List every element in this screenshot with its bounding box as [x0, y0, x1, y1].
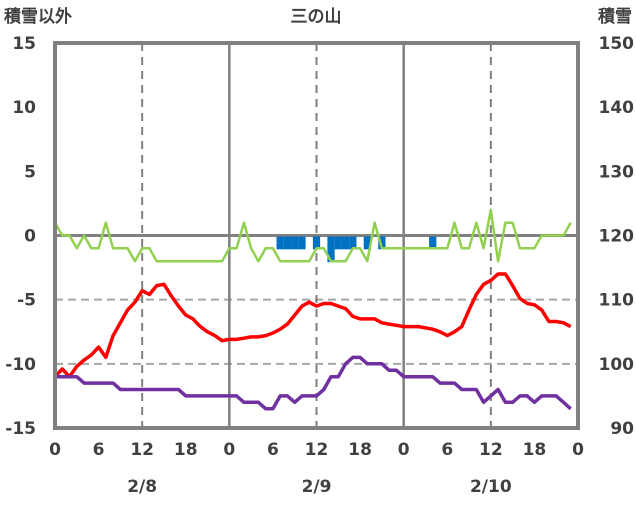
left-tick-label: -5 [17, 291, 36, 311]
x-tick-label: 6 [441, 440, 453, 460]
date-label: 2/9 [302, 477, 332, 497]
snow-bar [429, 236, 437, 250]
snow-bar [341, 236, 350, 250]
x-tick-label: 12 [305, 440, 329, 460]
right-tick-label: 90 [610, 419, 634, 439]
x-tick-label: 0 [49, 440, 61, 460]
snow-bar [298, 236, 306, 250]
x-tick-label: 18 [174, 440, 198, 460]
left-tick-label: 10 [12, 98, 36, 118]
plot-frame [53, 41, 580, 430]
snow-bar [291, 236, 299, 250]
gridlines [55, 43, 578, 428]
snow-bar [276, 236, 284, 250]
x-tick-label: 12 [130, 440, 154, 460]
x-tick-label: 0 [398, 440, 410, 460]
chart-title: 三の山 [291, 7, 342, 27]
right-tick-label: 120 [599, 227, 635, 247]
date-label: 2/10 [470, 477, 512, 497]
x-tick-label: 6 [93, 440, 105, 460]
x-tick-label: 18 [523, 440, 547, 460]
series-line-green [53, 208, 572, 263]
series-lines [53, 208, 572, 411]
snow-bar [349, 236, 357, 250]
snow-bar [334, 236, 342, 250]
x-tick-label: 0 [223, 440, 235, 460]
snow-bar [378, 236, 386, 250]
snow-bar [283, 236, 292, 250]
date-label: 2/8 [127, 477, 157, 497]
right-axis-title: 積雪 [598, 6, 632, 27]
snow-bar [327, 236, 335, 263]
left-tick-label: 15 [12, 34, 36, 54]
right-tick-label: 110 [599, 291, 635, 311]
snow-bar [312, 236, 321, 250]
x-tick-label: 18 [348, 440, 372, 460]
series-line-purple [55, 355, 572, 411]
x-tick-label: 0 [572, 440, 584, 460]
right-tick-label: 150 [599, 34, 635, 54]
snow-bars [276, 236, 437, 263]
snow-bar [363, 236, 371, 250]
right-tick-label: 140 [599, 98, 635, 118]
x-tick-label: 12 [479, 440, 503, 460]
right-tick-label: 130 [599, 162, 635, 182]
series-line-red [53, 272, 572, 379]
left-axis-title: 積雪以外 [4, 6, 72, 27]
left-tick-label: 5 [24, 162, 36, 182]
left-tick-label: -10 [5, 355, 36, 375]
left-tick-label: 0 [24, 227, 36, 247]
left-tick-label: -15 [5, 419, 36, 439]
right-tick-label: 100 [599, 355, 635, 375]
x-tick-label: 6 [267, 440, 279, 460]
